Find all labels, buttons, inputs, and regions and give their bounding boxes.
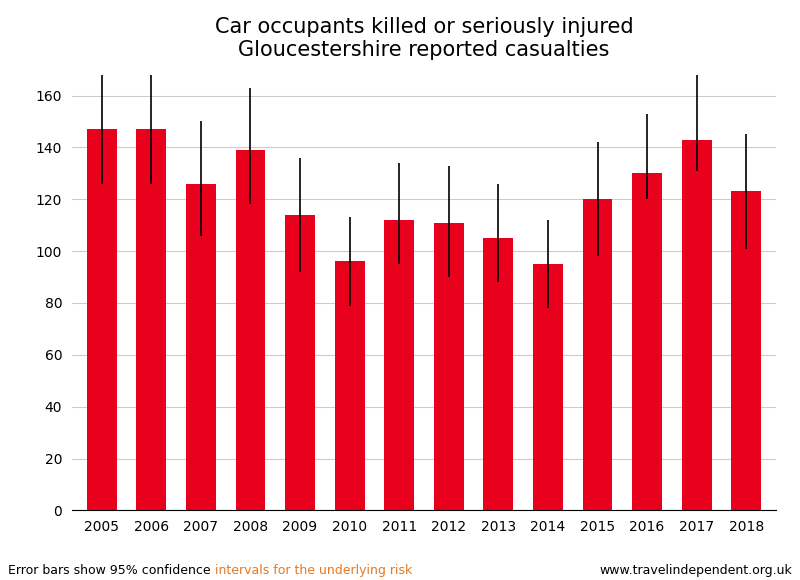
Bar <box>334 262 365 510</box>
Bar <box>137 129 166 510</box>
Bar <box>533 264 563 510</box>
Bar <box>186 184 216 510</box>
Bar <box>682 140 711 510</box>
Bar <box>236 150 266 510</box>
Bar <box>582 200 612 510</box>
Bar <box>434 223 464 510</box>
Bar <box>285 215 315 510</box>
Text: www.travelindependent.org.uk: www.travelindependent.org.uk <box>599 564 792 577</box>
Bar <box>483 238 514 510</box>
Bar <box>731 191 761 510</box>
Title: Car occupants killed or seriously injured
Gloucestershire reported casualties: Car occupants killed or seriously injure… <box>214 16 634 60</box>
Text: intervals for the underlying risk: intervals for the underlying risk <box>214 564 412 577</box>
Text: Error bars show 95% confidence: Error bars show 95% confidence <box>8 564 214 577</box>
Bar <box>384 220 414 510</box>
Bar <box>87 129 117 510</box>
Bar <box>632 173 662 510</box>
